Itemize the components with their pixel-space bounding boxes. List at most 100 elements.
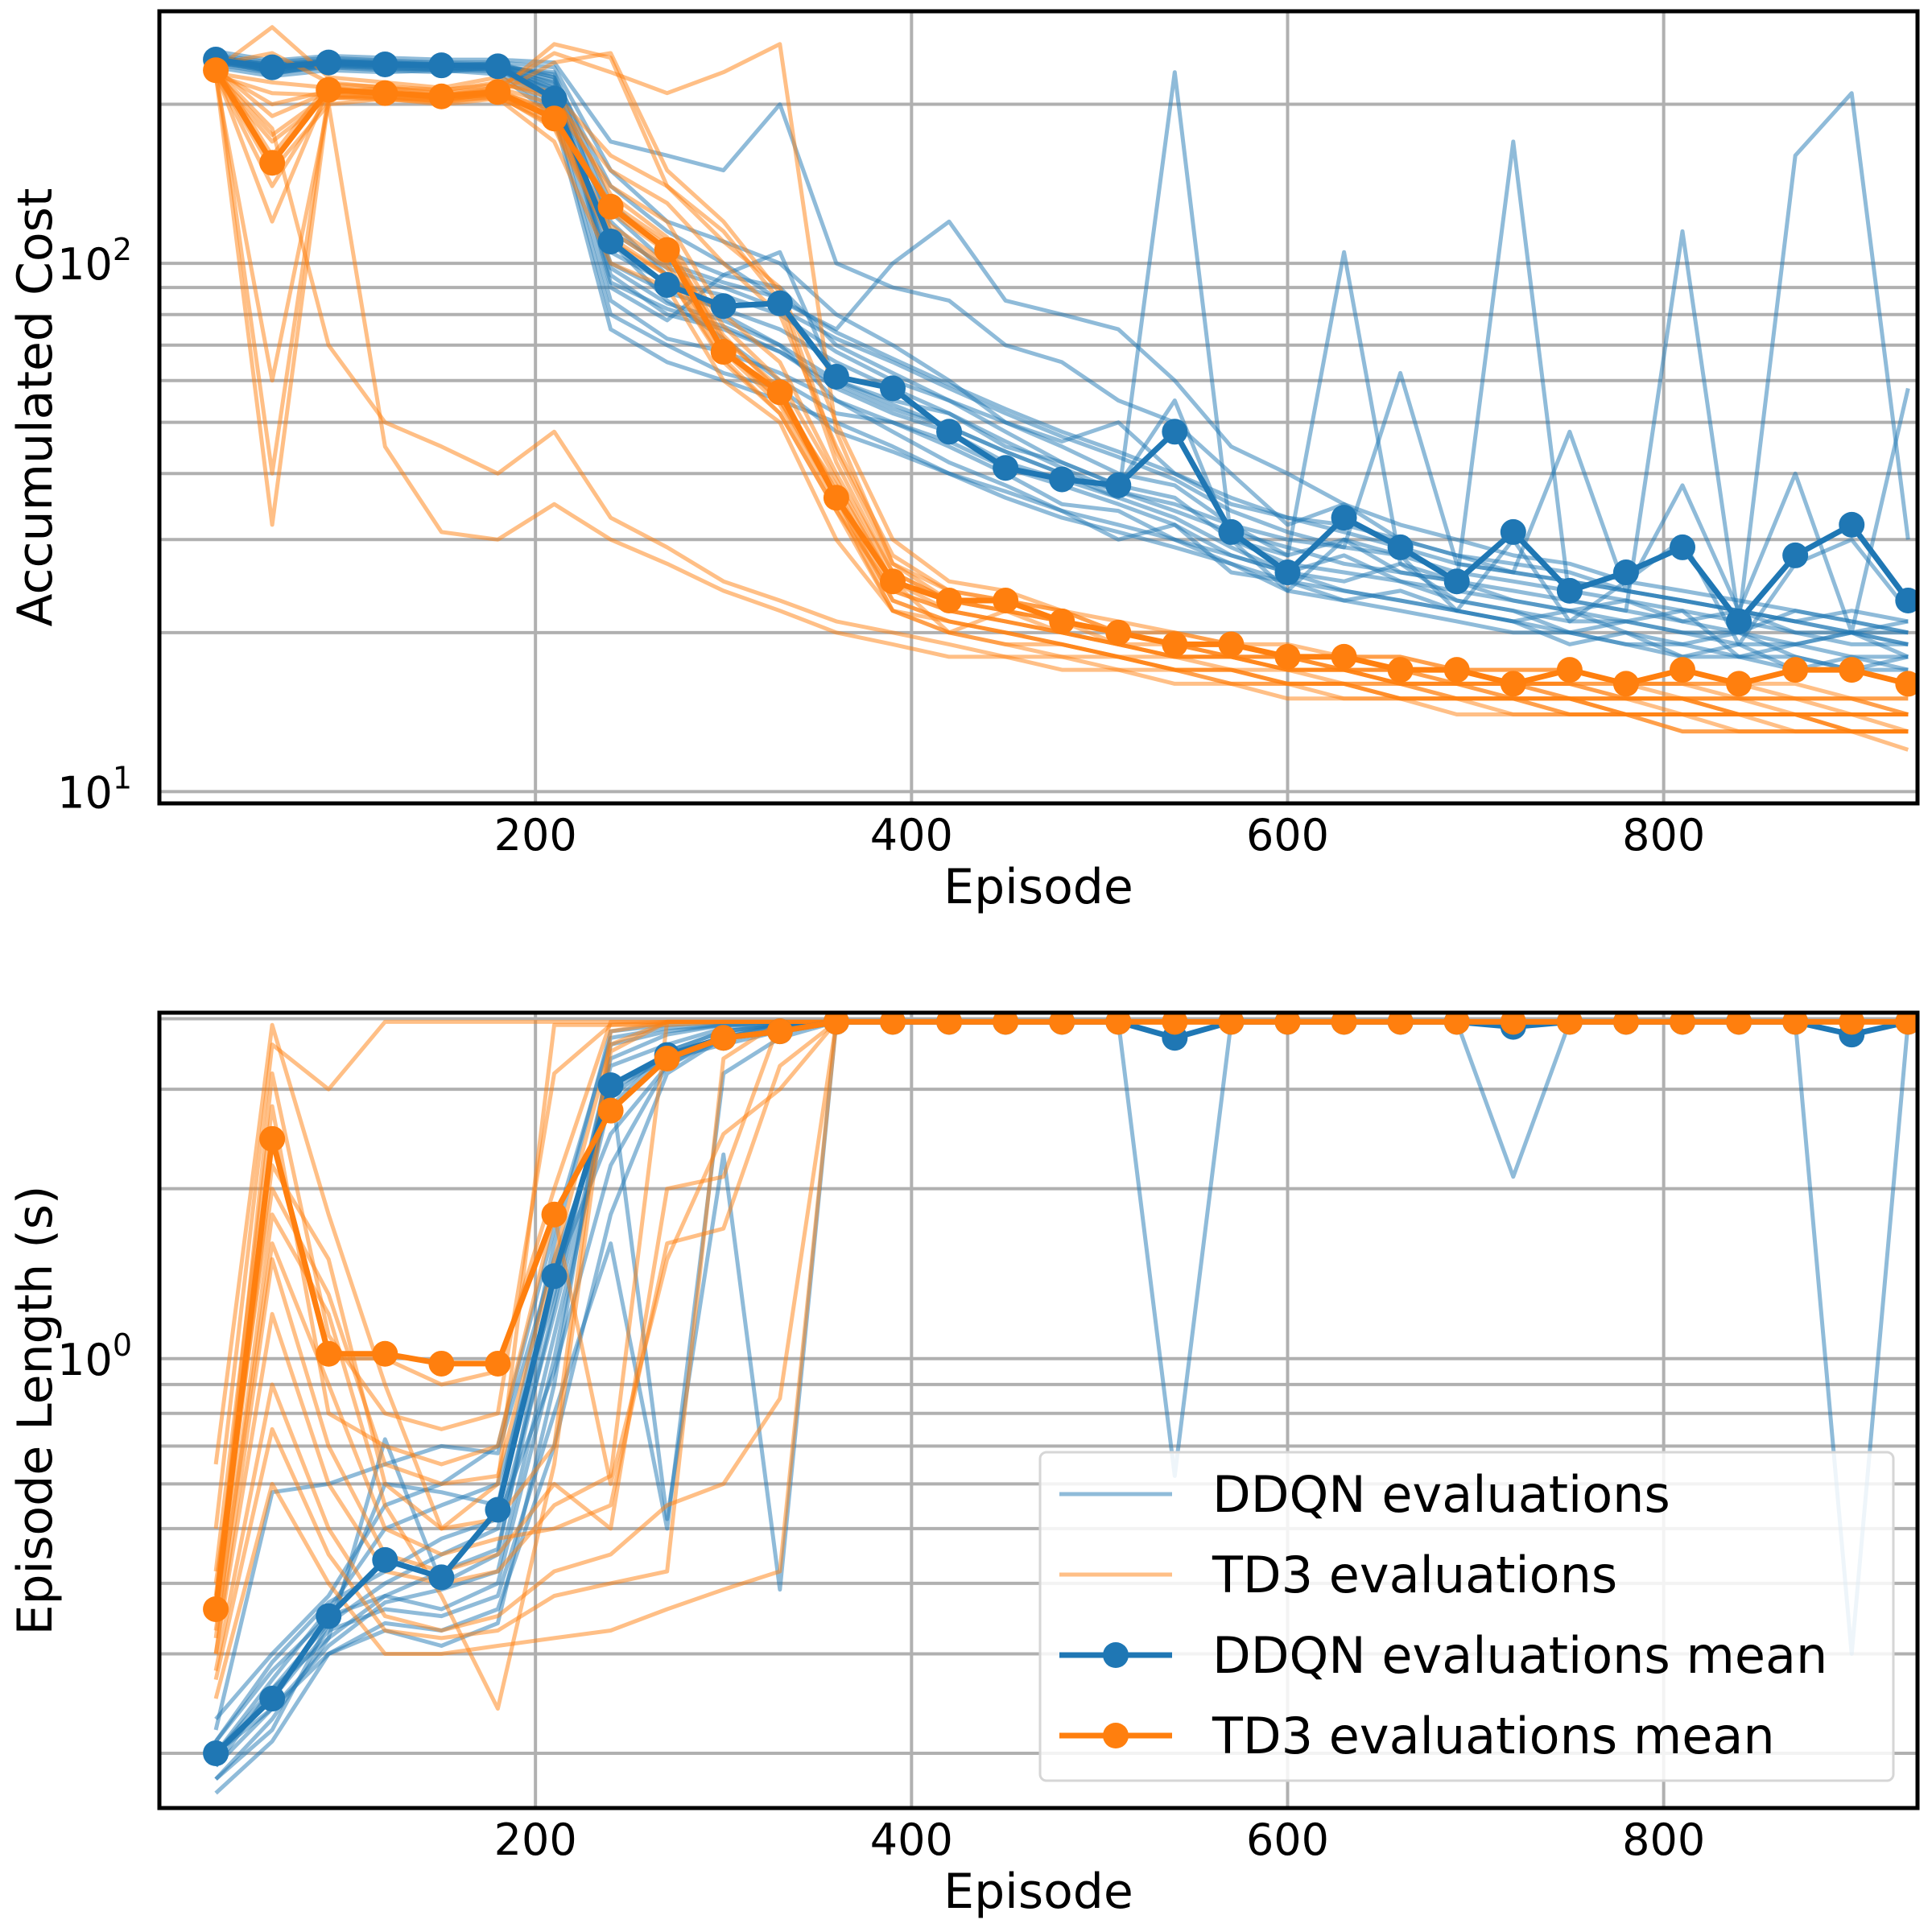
td3_mean-point [936,1013,963,1035]
ddqn_mean-point [1331,505,1357,531]
legend: DDQN evaluations TD3 evaluations DDQN eval… [1038,1451,1895,1782]
td3_mean-point [259,150,286,176]
td3_mean-point [1726,671,1752,697]
td3_mean-point [1782,657,1809,683]
ddqn_mean-point [1387,534,1414,560]
legend-entry-label: TD3 evaluations [1212,1546,1617,1604]
td3_mean-point [1387,657,1414,683]
ddqn-series-line-1 [215,60,1909,659]
td3_mean-point [1105,1013,1132,1035]
td3_mean-point [1387,1013,1414,1035]
td3_mean-point [1049,1013,1075,1035]
td3_mean-point [710,1025,737,1051]
ddqn_mean-point [1839,511,1865,538]
td3_mean-point [1556,657,1583,683]
td3_mean-point [1274,1013,1301,1035]
ddqn_mean-point [993,455,1019,481]
ddqn_mean-point [654,271,680,298]
ddqn_mean-point [203,1740,229,1767]
td3_mean-point [1443,657,1470,683]
legend-entry-label: DDQN evaluations [1212,1465,1670,1524]
td3_mean-point [372,80,398,106]
ddqn-series-line-10 [215,59,1909,635]
ddqn_mean-point [1105,472,1132,498]
x-tick-label: 600 [1246,1814,1329,1865]
td3_mean-point [485,79,511,105]
ddqn_mean-point [879,375,906,402]
ddqn_mean-point [1218,518,1245,545]
td3_mean-point [710,339,737,365]
ddqn_mean-point [766,290,793,316]
ddqn_mean-point [597,228,624,254]
y-tick-label: 101 [57,760,132,818]
td3_mean-point [1162,631,1188,658]
td3_mean-point [1500,671,1526,697]
ddqn_mean-point [485,1496,511,1523]
y-axis-label: Episode Length (s) [7,1186,64,1636]
ddqn_mean-point [710,293,737,320]
ddqn-series-line-8 [215,56,1909,659]
td3_mean-series-line-0 [213,68,1909,687]
ddqn_mean-point [259,1686,286,1712]
td3_mean-point [654,237,680,263]
legend-marker [1103,1723,1129,1748]
ddqn_mean-point [1726,608,1752,634]
td3_mean-point [1726,1013,1752,1035]
td3_mean-point [766,379,793,406]
ddqn_mean-point [1274,559,1301,586]
td3_mean-point [936,587,963,613]
ddqn_mean-point [823,363,849,390]
td3_mean-point [597,1097,624,1124]
td3_mean-point [1895,671,1918,697]
td3_mean-point [1105,619,1132,646]
ddqn_mean-point [428,52,455,79]
td3-series-line-6 [215,51,1909,701]
legend-box [1038,1451,1895,1782]
x-tick-label: 800 [1622,1814,1705,1865]
td3_mean-point [203,57,229,84]
td3_mean-point [485,1350,511,1377]
td3_mean-point [879,568,906,595]
td3_mean-point [1331,643,1357,670]
td3_mean-point [879,1013,906,1035]
ddqn_mean-point [936,419,963,445]
td3_mean-point [597,193,624,220]
td3_mean-point [1274,643,1301,670]
ddqn_mean-point [1162,419,1188,445]
ddqn_mean-point [372,51,398,77]
series-group [203,25,1918,752]
legend-marker [1103,1642,1129,1668]
legend-entry-label: DDQN evaluations mean [1212,1626,1827,1685]
td3_mean-point [1670,657,1696,683]
x-tick-label: 800 [1622,810,1705,861]
td3_mean-point [428,83,455,109]
ddqn-series-line-9 [215,57,1909,672]
ddqn_mean-point [1670,534,1696,560]
td3_mean-point [654,1046,680,1072]
axes-frame [157,1010,1920,1810]
td3_mean-point [823,1013,849,1035]
td3_mean-point [1612,671,1639,697]
episode-length-panel: 200 400 600 800 100 Episode Episode Length (s)… [7,1010,1920,1920]
td3_mean-point [372,1340,398,1367]
ddqn_mean-point [1500,518,1526,545]
td3_mean-point [1218,631,1245,658]
x-tick-label: 400 [870,810,953,861]
ddqn_mean-point [316,1603,342,1629]
x-tick-label: 200 [494,810,577,861]
x-tick-label: 200 [494,1814,577,1865]
td3_mean-point [541,105,568,132]
td3_mean-point [1670,1013,1696,1035]
td3_mean-point [1839,1013,1865,1035]
td3_mean-point [259,1125,286,1152]
ddqn_mean-point [1612,559,1639,586]
ddqn_mean-point [1049,466,1075,493]
grid [159,11,1918,803]
ddqn_mean-point [316,49,342,76]
ddqn_mean-point [428,1564,455,1591]
ddqn_mean-point [259,54,286,80]
td3_mean-point [1612,1013,1639,1035]
ddqn_mean-point [1556,577,1583,604]
ddqn_mean-point [372,1546,398,1573]
ddqn_mean-point [485,53,511,80]
